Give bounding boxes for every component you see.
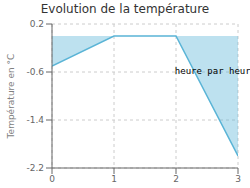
svg-text:1: 1 xyxy=(111,174,117,184)
svg-text:heure par heure: heure par heure xyxy=(175,66,242,76)
svg-text:0: 0 xyxy=(49,174,55,184)
svg-text:Température en °C: Température en °C xyxy=(8,54,16,140)
svg-text:-2.2: -2.2 xyxy=(26,163,44,173)
html-text:Evolution de la température: Evolution de la température xyxy=(40,2,210,16)
svg-text:3: 3 xyxy=(235,174,241,184)
svg-text:-0.6: -0.6 xyxy=(26,67,44,77)
svg-text:2: 2 xyxy=(173,174,179,184)
svg-text:0.2: 0.2 xyxy=(30,19,44,29)
svg-text:-1.4: -1.4 xyxy=(26,115,44,125)
